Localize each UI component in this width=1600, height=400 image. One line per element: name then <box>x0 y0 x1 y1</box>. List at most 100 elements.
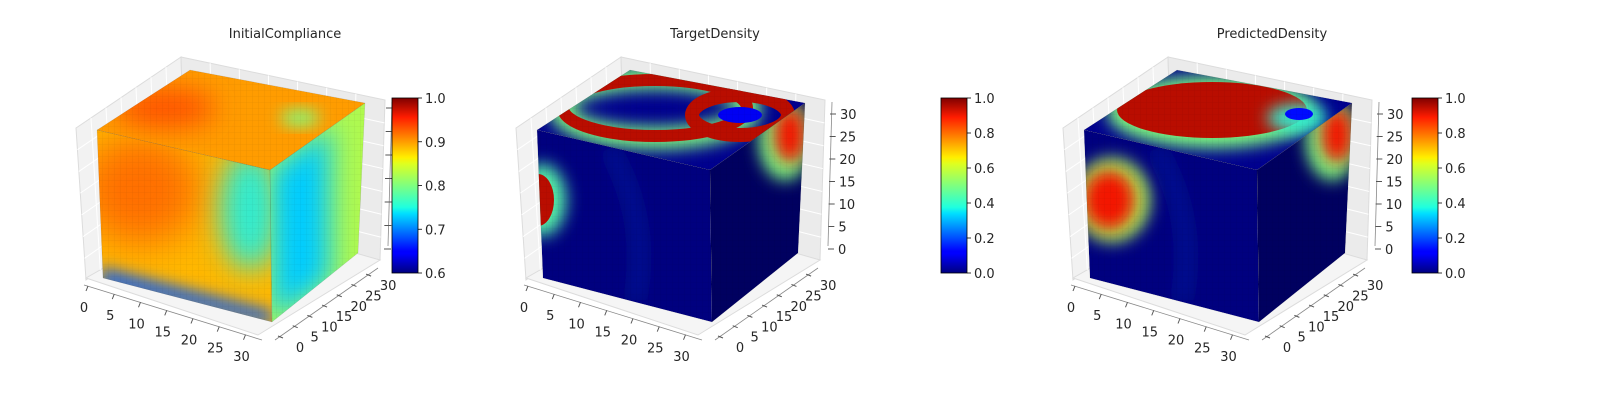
x-tick-label: 20 <box>1168 334 1185 349</box>
y-tick-mark <box>365 273 372 277</box>
y-tick-label: 25 <box>365 289 382 304</box>
x-tick-label: 15 <box>594 325 611 340</box>
chart-title: PredictedDensity <box>1217 27 1328 42</box>
colorbar-tick-label: 0.0 <box>974 267 995 282</box>
y-tick-mark <box>292 325 298 329</box>
y-tick-mark <box>321 304 328 308</box>
x-tick-mark <box>1125 302 1128 308</box>
colorbar-tick-label: 0.7 <box>425 223 446 238</box>
y-tick-label: 30 <box>1367 279 1384 294</box>
chart-panel-predicteddensity: 051015202530051015202530051015202530Pred… <box>1062 27 1466 365</box>
x-tick-mark <box>578 302 581 308</box>
x-tick-mark <box>1098 293 1102 300</box>
colorbar-tick-label: 0.4 <box>1445 197 1466 212</box>
voxel-grid <box>269 102 366 323</box>
x-tick-label: 0 <box>520 301 528 316</box>
y-tick-label: 20 <box>790 300 807 315</box>
y-tick-mark <box>747 314 753 318</box>
z-tick-label: 10 <box>1386 198 1403 213</box>
y-tick-mark <box>1323 294 1329 298</box>
z-tick-label: 20 <box>839 153 856 168</box>
x-tick-label: 25 <box>207 342 224 357</box>
y-tick-label: 5 <box>751 331 759 346</box>
x-tick-mark <box>1203 326 1207 332</box>
y-tick-mark <box>791 283 797 287</box>
y-tick-mark <box>732 325 738 329</box>
colorbar-tick-label: 0.6 <box>974 162 995 177</box>
colorbar-tick-label: 0.8 <box>974 127 995 142</box>
y-axis-line <box>1261 267 1366 341</box>
x-tick-mark <box>1072 285 1076 292</box>
y-tick-mark <box>805 273 812 277</box>
x-tick-mark <box>1151 310 1155 316</box>
x-tick-label: 10 <box>568 317 585 332</box>
z-tick-label: 20 <box>1386 153 1403 168</box>
y-tick-mark <box>1338 283 1344 287</box>
x-axis-line <box>83 284 263 341</box>
x-tick-mark <box>1230 334 1233 340</box>
y-tick-label: 30 <box>820 279 837 294</box>
x-tick-label: 30 <box>233 350 250 365</box>
z-tick-label: 15 <box>1386 176 1403 191</box>
x-tick-label: 20 <box>621 334 638 349</box>
y-tick-mark <box>1294 314 1300 318</box>
y-tick-label: 10 <box>761 320 778 335</box>
x-tick-label: 5 <box>546 309 554 324</box>
colorbar <box>391 97 419 274</box>
x-tick-label: 15 <box>154 325 171 340</box>
x-tick-label: 15 <box>1141 325 1158 340</box>
y-tick-mark <box>717 335 724 339</box>
z-tick-label: 0 <box>1385 243 1393 258</box>
z-tick-label: 30 <box>840 108 857 123</box>
z-tick-label: 10 <box>839 198 856 213</box>
z-tick-label: 5 <box>1385 221 1393 236</box>
colorbar-tick-label: 0.6 <box>1445 162 1466 177</box>
colorbar-tick-label: 0.9 <box>425 136 446 151</box>
y-tick-mark <box>1264 335 1271 339</box>
y-axis-line <box>274 267 379 341</box>
y-tick-mark <box>776 294 782 298</box>
colorbar <box>1411 97 1439 274</box>
x-tick-mark <box>243 334 246 340</box>
colorbar-tick-label: 1.0 <box>425 92 446 107</box>
voxel-grid <box>1256 102 1353 323</box>
y-tick-label: 20 <box>350 300 367 315</box>
y-tick-label: 15 <box>1323 310 1340 325</box>
z-tick-label: 25 <box>840 131 857 146</box>
colorbar-tick-label: 0.4 <box>974 197 995 212</box>
chart-panel-initialcompliance: 051015202530051015202530InitialComplianc… <box>75 27 446 365</box>
x-tick-mark <box>683 334 686 340</box>
colorbar-tick-label: 0.2 <box>974 232 995 247</box>
z-axis-line <box>1374 101 1380 247</box>
pane-gridline <box>1077 117 1088 271</box>
colorbar-tick-label: 0.2 <box>1445 232 1466 247</box>
x-tick-label: 10 <box>1115 317 1132 332</box>
y-tick-label: 25 <box>1352 289 1369 304</box>
x-tick-mark <box>190 318 194 324</box>
z-tick-label: 25 <box>1387 131 1404 146</box>
y-tick-mark <box>336 294 342 298</box>
colorbar-tick-label: 0.8 <box>425 180 446 195</box>
y-tick-label: 10 <box>321 320 338 335</box>
x-tick-mark <box>138 302 141 308</box>
colorbar-tick-label: 0.8 <box>1445 127 1466 142</box>
z-tick-label: 0 <box>838 243 846 258</box>
pane-gridline <box>90 117 101 271</box>
pane-gridline <box>530 117 541 271</box>
x-tick-label: 0 <box>1067 301 1075 316</box>
x-tick-label: 0 <box>80 301 88 316</box>
y-tick-mark <box>761 304 768 308</box>
x-tick-label: 25 <box>647 342 664 357</box>
y-tick-mark <box>1352 273 1359 277</box>
y-tick-label: 0 <box>736 341 744 356</box>
x-tick-label: 20 <box>181 334 198 349</box>
chart-title: InitialCompliance <box>229 27 342 42</box>
y-tick-mark <box>1308 304 1315 308</box>
y-tick-label: 20 <box>1337 300 1354 315</box>
y-tick-mark <box>277 335 284 339</box>
colorbar-tick-label: 0.0 <box>1445 267 1466 282</box>
x-tick-mark <box>1177 318 1181 324</box>
y-tick-mark <box>307 314 313 318</box>
y-tick-label: 30 <box>380 279 397 294</box>
